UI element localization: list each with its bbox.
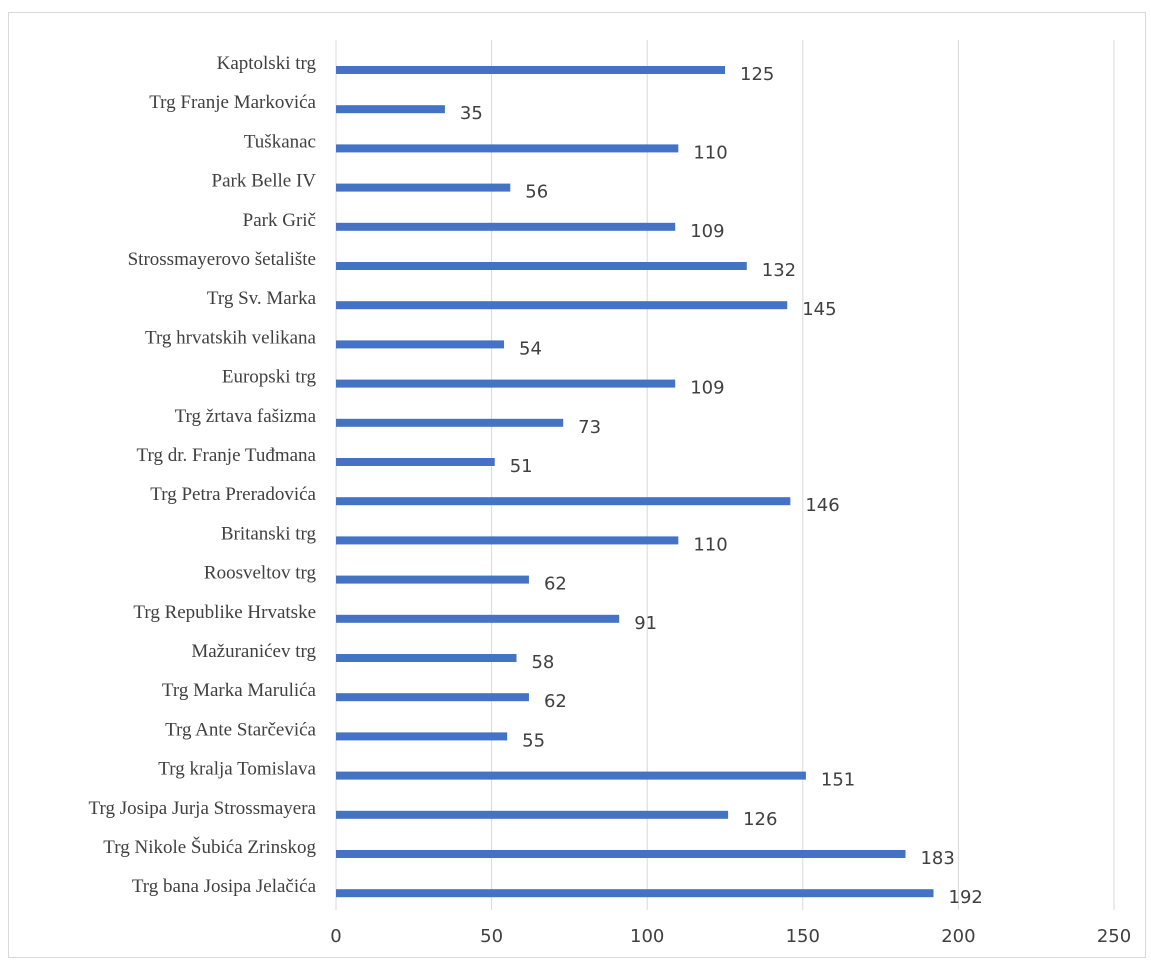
bar <box>336 654 517 662</box>
category-label: Trg hrvatskih velikana <box>145 327 317 348</box>
category-label: Mažuranićev trg <box>191 641 316 662</box>
category-label: Europski trg <box>222 367 317 388</box>
category-label: Trg Sv. Marka <box>207 288 317 309</box>
data-label: 62 <box>544 574 567 595</box>
data-label: 183 <box>920 848 954 869</box>
data-label: 51 <box>510 456 533 477</box>
data-label: 109 <box>690 378 724 399</box>
category-label: Britanski trg <box>221 523 317 544</box>
category-label: Trg kralja Tomislava <box>158 759 316 780</box>
bar <box>336 614 620 623</box>
data-label: 132 <box>762 260 796 281</box>
category-label: Park Belle IV <box>212 171 317 192</box>
bar <box>336 183 511 192</box>
category-label: Trg Nikole Šubića Zrinskog <box>103 836 316 858</box>
bar <box>336 458 495 466</box>
bar <box>336 575 529 584</box>
category-label: Trg bana Josipa Jelačića <box>132 876 317 897</box>
x-tick-label: 50 <box>480 926 503 947</box>
bar <box>336 262 747 270</box>
x-tick-label: 250 <box>1097 926 1131 947</box>
x-axis-tick-labels: 0 50 100 150 200 250 <box>330 926 1131 947</box>
category-label: Trg Josipa Jurja Strossmayera <box>89 798 317 819</box>
chart-frame <box>8 12 1146 958</box>
bar <box>336 850 906 858</box>
bar <box>336 771 806 780</box>
category-label: Trg žrtava fašizma <box>175 406 317 427</box>
data-label: 125 <box>740 64 774 85</box>
bar <box>336 497 791 506</box>
category-labels: Kaptolski trg Trg Franje Markovića Tuškana… <box>89 53 317 897</box>
bar <box>336 144 679 153</box>
data-label: 58 <box>531 652 554 673</box>
bar <box>336 732 508 741</box>
data-label: 110 <box>693 534 727 555</box>
bar <box>336 66 725 74</box>
data-label: 110 <box>693 142 727 163</box>
bar <box>336 340 505 349</box>
data-label: 35 <box>460 103 483 124</box>
category-label: Trg Marka Marulića <box>162 680 317 701</box>
bar <box>336 301 788 310</box>
data-label: 146 <box>805 495 839 516</box>
category-label: Trg dr. Franje Tuđmana <box>137 445 317 466</box>
category-label: Park Grič <box>243 210 316 231</box>
category-label: Trg Ante Starčevića <box>165 719 316 740</box>
bar <box>336 889 934 898</box>
data-label: 151 <box>821 770 855 791</box>
bar <box>336 418 564 427</box>
bar <box>336 810 729 819</box>
x-tick-label: 0 <box>330 926 341 947</box>
category-label: Trg Republike Hrvatske <box>133 602 316 623</box>
bar <box>336 693 529 702</box>
x-tick-label: 150 <box>786 926 820 947</box>
bars <box>336 66 934 898</box>
data-label: 145 <box>802 299 836 320</box>
category-label: Tuškanac <box>244 131 316 152</box>
category-label: Roosveltov trg <box>204 563 317 584</box>
bar <box>336 105 445 114</box>
bar <box>336 222 676 231</box>
bar <box>336 379 676 388</box>
x-tick-label: 200 <box>941 926 975 947</box>
category-label: Trg Petra Preradovića <box>150 484 316 505</box>
data-label: 91 <box>634 613 657 634</box>
data-label: 54 <box>519 338 542 359</box>
bar <box>336 536 679 545</box>
data-label: 126 <box>743 809 777 830</box>
data-label: 73 <box>578 417 601 438</box>
x-tick-label: 100 <box>630 926 664 947</box>
data-label: 62 <box>544 691 567 712</box>
data-label: 55 <box>522 730 545 751</box>
data-label: 192 <box>949 887 983 908</box>
category-label: Kaptolski trg <box>217 53 317 74</box>
category-label: Trg Franje Markovića <box>149 92 316 113</box>
value-labels: 125 35 110 56 109 132 145 54 109 73 51 146 110 62 91 58… <box>460 64 983 908</box>
data-label: 56 <box>525 182 548 203</box>
category-label: Strossmayerovo šetalište <box>128 249 316 270</box>
data-label: 109 <box>690 221 724 242</box>
